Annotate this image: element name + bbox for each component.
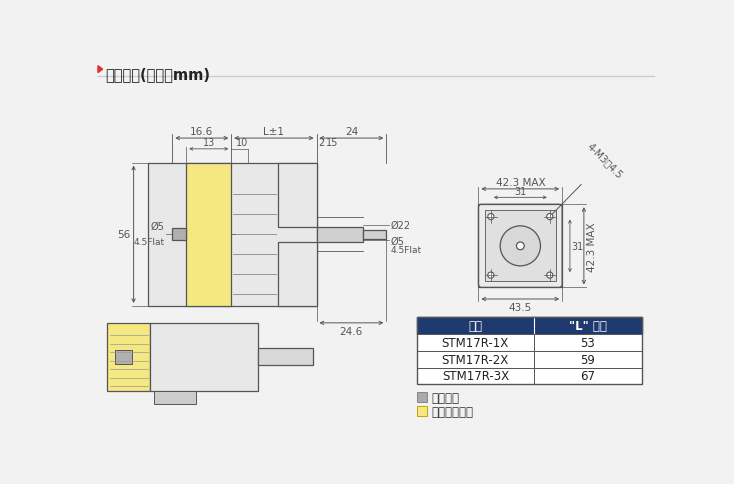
- Bar: [417, 368, 642, 385]
- Text: 4-M3深4.5: 4-M3深4.5: [552, 141, 625, 215]
- Text: 4.5Flat: 4.5Flat: [134, 238, 164, 247]
- Bar: [484, 211, 556, 282]
- Text: Ø5: Ø5: [390, 236, 404, 246]
- Text: Ø22: Ø22: [390, 221, 410, 230]
- Text: 10: 10: [236, 138, 248, 148]
- Bar: [277, 164, 316, 227]
- Circle shape: [547, 272, 553, 279]
- Text: 2: 2: [318, 138, 324, 148]
- FancyBboxPatch shape: [479, 205, 562, 288]
- Circle shape: [488, 272, 494, 279]
- Bar: [417, 317, 642, 334]
- Text: STM17R-2X: STM17R-2X: [442, 353, 509, 366]
- Text: 43.5: 43.5: [509, 302, 532, 312]
- Bar: [150, 323, 258, 391]
- Bar: [316, 227, 363, 242]
- Bar: [417, 406, 427, 416]
- Text: STM17R-3X: STM17R-3X: [442, 370, 509, 383]
- Text: 42.3 MAX: 42.3 MAX: [587, 222, 597, 271]
- Text: 67: 67: [581, 370, 595, 383]
- Text: 59: 59: [581, 353, 595, 366]
- Bar: [479, 205, 562, 288]
- Text: 为后出轴: 为后出轴: [431, 391, 459, 404]
- Circle shape: [500, 227, 540, 266]
- Text: 机械尺寸(单位：mm): 机械尺寸(单位：mm): [106, 66, 211, 81]
- Bar: [172, 228, 186, 241]
- Bar: [107, 323, 150, 391]
- Bar: [277, 242, 316, 306]
- Bar: [417, 334, 642, 351]
- Text: L±1: L±1: [264, 126, 284, 136]
- Text: "L" 长度: "L" 长度: [569, 319, 607, 332]
- Bar: [363, 230, 386, 240]
- Text: 型号: 型号: [468, 319, 482, 332]
- Circle shape: [517, 242, 524, 250]
- Circle shape: [547, 214, 553, 220]
- Bar: [148, 164, 316, 306]
- Bar: [186, 164, 231, 306]
- Text: 13: 13: [203, 138, 215, 148]
- Text: 56: 56: [117, 230, 131, 240]
- Text: 16.6: 16.6: [190, 126, 214, 136]
- Bar: [417, 317, 642, 385]
- Text: 24.6: 24.6: [340, 326, 363, 336]
- Text: 42.3 MAX: 42.3 MAX: [495, 177, 545, 187]
- Text: 24: 24: [345, 126, 358, 136]
- Text: 31: 31: [515, 186, 526, 197]
- Text: 4.5Flat: 4.5Flat: [390, 246, 421, 255]
- Bar: [258, 348, 313, 365]
- Bar: [153, 391, 197, 405]
- Bar: [417, 393, 427, 402]
- Text: 53: 53: [581, 336, 595, 349]
- Bar: [417, 351, 642, 368]
- Text: Ø5: Ø5: [150, 221, 164, 231]
- Text: 15: 15: [326, 138, 338, 148]
- Bar: [115, 350, 132, 364]
- Text: STM17R-1X: STM17R-1X: [442, 336, 509, 349]
- Polygon shape: [98, 66, 103, 74]
- Text: 31: 31: [572, 242, 584, 251]
- Text: 为外置编码器: 为外置编码器: [431, 405, 473, 418]
- Circle shape: [488, 214, 494, 220]
